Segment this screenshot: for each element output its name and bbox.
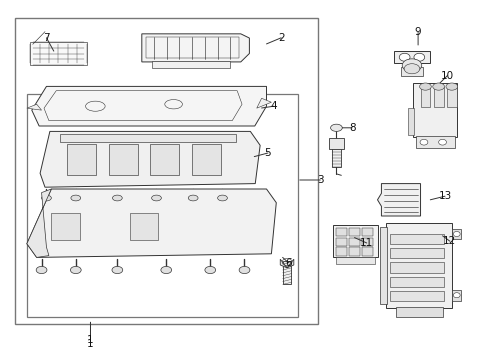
Ellipse shape	[36, 266, 47, 274]
Text: 6: 6	[285, 258, 291, 268]
Polygon shape	[142, 34, 249, 62]
Bar	[446, 86, 456, 107]
Text: 10: 10	[440, 71, 453, 81]
Bar	[27, 94, 298, 317]
Bar	[335, 257, 374, 264]
Bar	[15, 18, 317, 324]
Text: 12: 12	[442, 236, 456, 246]
Ellipse shape	[112, 195, 122, 201]
Ellipse shape	[151, 195, 161, 201]
Text: 11: 11	[359, 238, 373, 248]
Ellipse shape	[438, 139, 446, 145]
Bar	[333, 225, 377, 257]
Ellipse shape	[445, 83, 457, 90]
Polygon shape	[27, 189, 51, 257]
Ellipse shape	[413, 53, 424, 61]
Text: 7: 7	[43, 33, 50, 43]
Bar	[389, 291, 443, 301]
Bar	[331, 148, 341, 167]
Ellipse shape	[419, 83, 430, 90]
Text: 13: 13	[437, 191, 451, 201]
Ellipse shape	[188, 195, 198, 201]
Bar	[328, 138, 344, 149]
Text: 5: 5	[264, 148, 271, 158]
Ellipse shape	[401, 59, 421, 72]
Bar	[348, 228, 359, 237]
Bar	[51, 213, 80, 240]
Bar	[151, 61, 229, 68]
Bar	[407, 108, 413, 135]
Polygon shape	[32, 86, 266, 126]
Ellipse shape	[398, 53, 409, 61]
Polygon shape	[280, 259, 293, 268]
Ellipse shape	[70, 266, 81, 274]
Bar	[451, 229, 460, 239]
Bar	[361, 247, 372, 256]
Bar	[361, 228, 372, 237]
Bar	[129, 213, 158, 240]
Text: 9: 9	[414, 27, 421, 37]
Bar	[451, 290, 460, 301]
Ellipse shape	[71, 195, 81, 201]
Text: 4: 4	[270, 101, 277, 111]
Text: 3: 3	[316, 175, 323, 185]
Bar	[191, 144, 221, 175]
Bar	[389, 234, 443, 244]
Bar	[389, 262, 443, 273]
Bar	[415, 136, 454, 148]
Ellipse shape	[403, 64, 419, 74]
Bar	[335, 228, 346, 237]
Ellipse shape	[452, 231, 459, 237]
Ellipse shape	[204, 266, 215, 274]
Text: 1: 1	[87, 335, 94, 345]
Ellipse shape	[330, 124, 342, 131]
Bar	[145, 37, 238, 58]
Bar	[433, 86, 443, 107]
Ellipse shape	[239, 266, 249, 274]
Ellipse shape	[112, 266, 122, 274]
Bar	[393, 51, 429, 63]
Ellipse shape	[217, 195, 227, 201]
Bar	[395, 307, 442, 317]
Bar	[348, 238, 359, 246]
Bar	[380, 227, 386, 304]
Ellipse shape	[41, 195, 51, 201]
Polygon shape	[27, 104, 41, 110]
Bar	[60, 134, 235, 142]
Polygon shape	[40, 131, 260, 187]
Bar	[361, 238, 372, 246]
Ellipse shape	[161, 266, 171, 274]
Polygon shape	[27, 189, 276, 257]
Ellipse shape	[452, 293, 459, 298]
Ellipse shape	[419, 139, 427, 145]
Bar	[282, 261, 291, 284]
Bar	[389, 248, 443, 258]
Polygon shape	[377, 184, 420, 216]
Bar	[389, 277, 443, 287]
Text: 8: 8	[348, 123, 355, 133]
Bar	[150, 144, 179, 175]
Text: 2: 2	[277, 33, 284, 43]
Bar	[348, 247, 359, 256]
Bar	[412, 83, 456, 137]
Bar	[335, 238, 346, 246]
Polygon shape	[256, 98, 271, 108]
Bar	[420, 86, 429, 107]
Bar	[335, 247, 346, 256]
Ellipse shape	[432, 83, 444, 90]
Bar	[108, 144, 138, 175]
Bar	[67, 144, 96, 175]
Bar	[386, 223, 451, 308]
Bar	[400, 67, 422, 76]
Bar	[30, 42, 86, 65]
Text: 1: 1	[87, 339, 94, 349]
